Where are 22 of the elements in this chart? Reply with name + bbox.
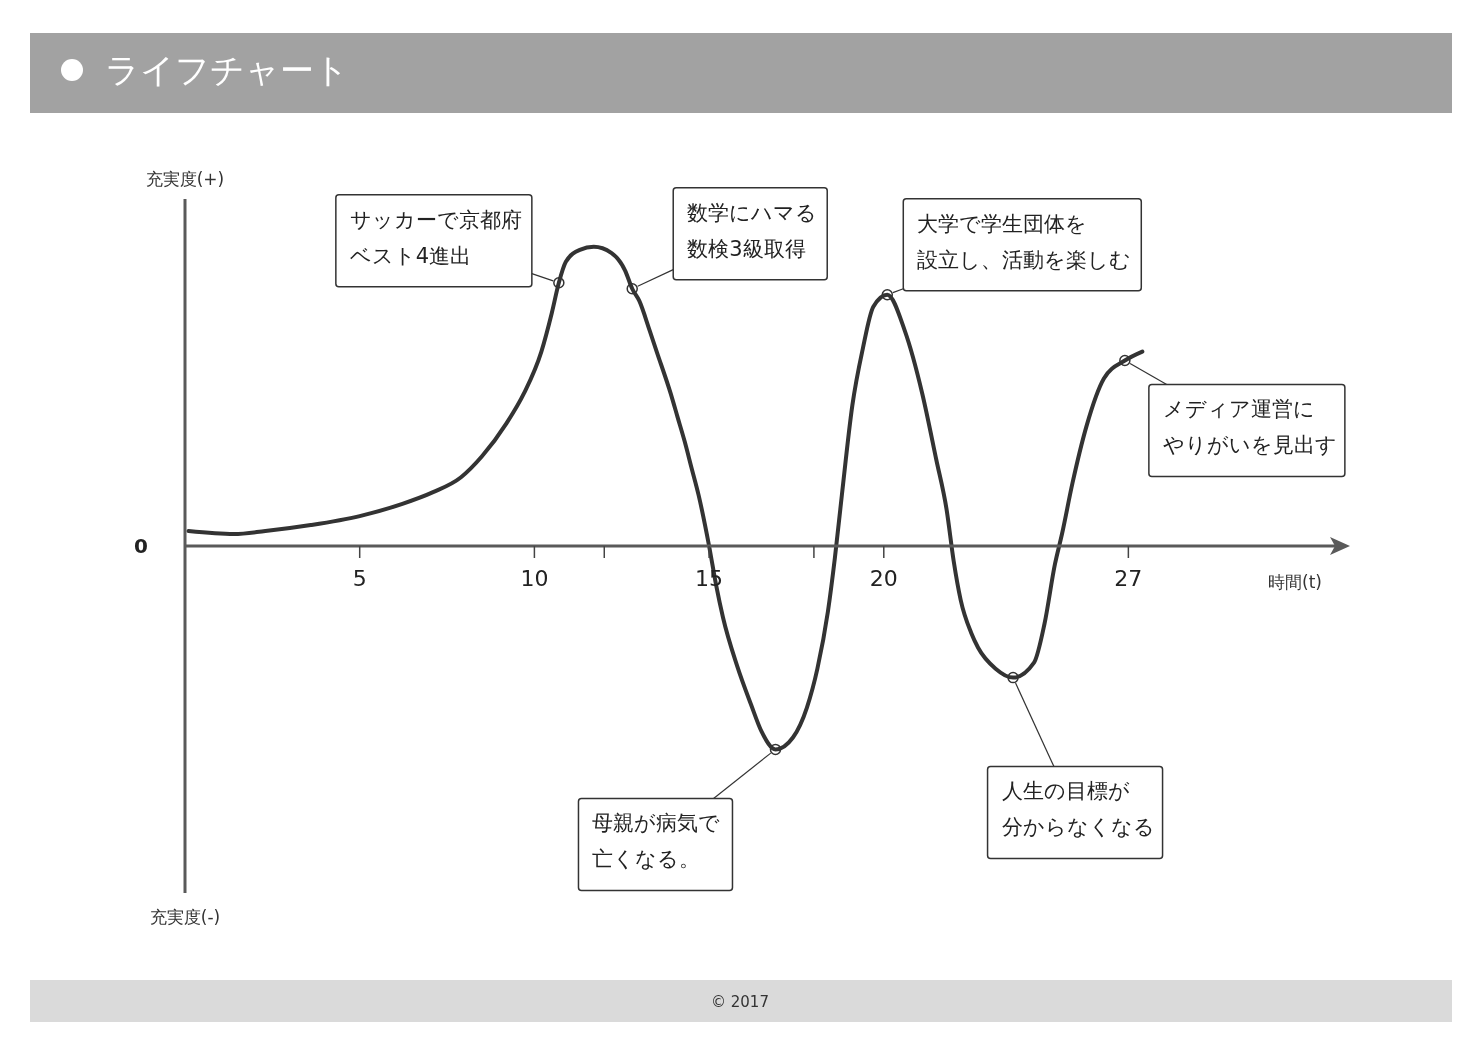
annotation: サッカーで京都府ベスト4進出: [349, 207, 522, 268]
chart-title: ライフチャート: [105, 49, 349, 91]
annotation: 母親が病気で亡くなる。: [592, 811, 721, 872]
annotation: メディア運営にやりがいを見出す: [1162, 397, 1337, 458]
annotation: 大学で学生団体を設立し、活動を楽しむ: [917, 211, 1132, 272]
annotation: 数学にハマる数検3級取得: [687, 200, 818, 261]
x-tick-label: 5: [352, 565, 367, 591]
point: [626, 282, 638, 295]
annotation: 人生の目標が分からなくなる: [1001, 779, 1155, 840]
point: [553, 277, 565, 289]
text: 充実度(-): [149, 907, 221, 927]
x-tick-label: 20: [869, 565, 898, 591]
point: [1119, 354, 1131, 367]
x-tick-label: 27: [1114, 565, 1143, 591]
x-axis-title: 時間(t): [1268, 572, 1322, 592]
point: [881, 288, 894, 301]
x-tick-label: 10: [520, 565, 549, 591]
text: © 2017: [711, 993, 769, 1011]
point: [769, 743, 782, 756]
point: [1007, 671, 1019, 684]
y-axis-title: 充実度(+): [145, 169, 225, 189]
text: 0: [134, 534, 148, 558]
